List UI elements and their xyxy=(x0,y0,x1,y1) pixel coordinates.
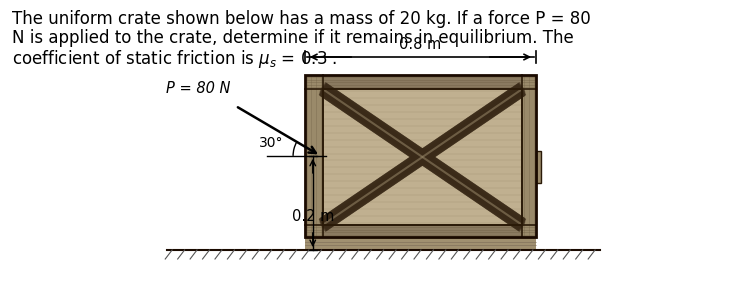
Text: 30°: 30° xyxy=(259,136,283,150)
Bar xyxy=(305,75,322,237)
Text: coefficient of static friction is $\mu_s$ = 0.3 .: coefficient of static friction is $\mu_s… xyxy=(12,48,337,70)
Text: The uniform crate shown below has a mass of 20 kg. If a force P = 80: The uniform crate shown below has a mass… xyxy=(12,10,591,28)
Bar xyxy=(305,75,536,237)
Text: 0.8 m: 0.8 m xyxy=(399,37,441,52)
Text: N is applied to the crate, determine if it remains in equilibrium. The: N is applied to the crate, determine if … xyxy=(12,29,574,47)
Text: 0.2 m: 0.2 m xyxy=(291,209,334,224)
Bar xyxy=(305,75,536,237)
Bar xyxy=(536,151,541,183)
Bar xyxy=(522,75,536,237)
Bar xyxy=(305,75,536,89)
Text: P = 80 N: P = 80 N xyxy=(166,81,230,96)
Bar xyxy=(305,225,536,237)
Bar xyxy=(305,237,536,250)
Bar xyxy=(322,89,522,225)
Bar xyxy=(322,89,522,225)
